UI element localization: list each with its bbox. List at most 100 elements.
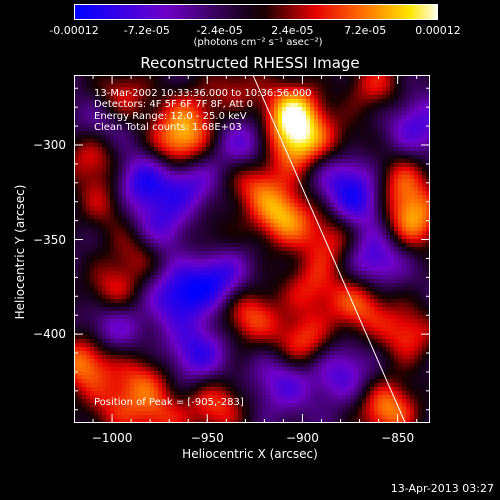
heatmap-cell	[298, 131, 303, 136]
colorbar	[74, 4, 438, 20]
heatmap-cell	[322, 179, 327, 184]
heatmap-cell	[106, 99, 111, 104]
heatmap-cell	[94, 159, 99, 164]
heatmap-cell	[250, 191, 255, 196]
heatmap-cell	[162, 231, 167, 236]
heatmap-cell	[182, 115, 187, 120]
heatmap-cell	[102, 227, 107, 232]
heatmap-cell	[270, 179, 275, 184]
heatmap-cell	[314, 183, 319, 188]
heatmap-cell	[286, 91, 291, 96]
heatmap-cell	[246, 95, 251, 100]
heatmap-cell	[174, 147, 179, 152]
heatmap-cell	[254, 179, 259, 184]
heatmap-cell	[370, 295, 375, 300]
heatmap-cell	[354, 115, 359, 120]
heatmap-cell	[286, 215, 291, 220]
heatmap-cell	[326, 139, 331, 144]
heatmap-cell	[354, 87, 359, 92]
heatmap-cell	[386, 247, 391, 252]
heatmap-cell	[74, 127, 79, 132]
heatmap-cell	[362, 135, 367, 140]
heatmap-cell	[238, 199, 243, 204]
heatmap-cell	[266, 135, 271, 140]
heatmap-cell	[146, 183, 151, 188]
heatmap-cell	[130, 207, 135, 212]
heatmap-cell	[154, 215, 159, 220]
heatmap-cell	[210, 211, 215, 216]
heatmap-cell	[98, 275, 103, 280]
heatmap-cell	[90, 139, 95, 144]
heatmap-cell	[146, 195, 151, 200]
heatmap-cell	[394, 115, 399, 120]
heatmap-cell	[274, 123, 279, 128]
heatmap-cell	[246, 91, 251, 96]
heatmap-cell	[274, 119, 279, 124]
heatmap-cell	[274, 271, 279, 276]
heatmap-cell	[354, 259, 359, 264]
heatmap-cell	[170, 271, 175, 276]
heatmap-cell	[314, 95, 319, 100]
heatmap-cell	[150, 83, 155, 88]
heatmap-cell	[214, 275, 219, 280]
heatmap-cell	[398, 155, 403, 160]
heatmap-cell	[222, 143, 227, 148]
heatmap-cell	[198, 83, 203, 88]
heatmap-cell	[418, 211, 423, 216]
heatmap-cell	[262, 239, 267, 244]
heatmap-cell	[358, 295, 363, 300]
heatmap-cell	[302, 95, 307, 100]
heatmap-cell	[162, 147, 167, 152]
heatmap-cell	[218, 91, 223, 96]
heatmap-cell	[246, 191, 251, 196]
heatmap-cell	[282, 111, 287, 116]
heatmap-cell	[270, 107, 275, 112]
heatmap-cell	[242, 267, 247, 272]
heatmap-cell	[182, 283, 187, 288]
heatmap-cell	[202, 235, 207, 240]
heatmap-cell	[394, 191, 399, 196]
heatmap-cell	[194, 123, 199, 128]
heatmap-cell	[214, 127, 219, 132]
heatmap-cell	[322, 259, 327, 264]
heatmap-cell	[338, 295, 343, 300]
heatmap-cell	[402, 227, 407, 232]
heatmap-cell	[406, 91, 411, 96]
heatmap-cell	[226, 131, 231, 136]
heatmap-cell	[258, 183, 263, 188]
heatmap-cell	[178, 239, 183, 244]
heatmap-cell	[150, 175, 155, 180]
heatmap-cell	[122, 195, 127, 200]
heatmap-cell	[114, 183, 119, 188]
heatmap-cell	[366, 119, 371, 124]
heatmap-cell	[266, 203, 271, 208]
heatmap-cell	[218, 215, 223, 220]
heatmap-cell	[382, 179, 387, 184]
heatmap-cell	[366, 255, 371, 260]
heatmap-cell	[354, 187, 359, 192]
heatmap-cell	[266, 91, 271, 96]
heatmap-cell	[418, 187, 423, 192]
heatmap-cell	[426, 179, 430, 184]
heatmap-cell	[210, 199, 215, 204]
heatmap-cell	[298, 287, 303, 292]
heatmap-cell	[182, 215, 187, 220]
heatmap-cell	[106, 147, 111, 152]
heatmap-cell	[166, 95, 171, 100]
heatmap-cell	[242, 119, 247, 124]
heatmap-cell	[238, 119, 243, 124]
heatmap-cell	[162, 291, 167, 296]
heatmap-cell	[226, 123, 231, 128]
heatmap-cell	[322, 275, 327, 280]
heatmap-cell	[130, 251, 135, 256]
heatmap-cell	[114, 283, 119, 288]
heatmap-cell	[134, 127, 139, 132]
heatmap-cell	[202, 287, 207, 292]
heatmap-cell	[218, 167, 223, 172]
heatmap-cell	[126, 223, 131, 228]
heatmap-cell	[198, 259, 203, 264]
heatmap-cell	[162, 179, 167, 184]
heatmap-cell	[246, 171, 251, 176]
heatmap-cell	[294, 87, 299, 92]
heatmap-cell	[154, 211, 159, 216]
